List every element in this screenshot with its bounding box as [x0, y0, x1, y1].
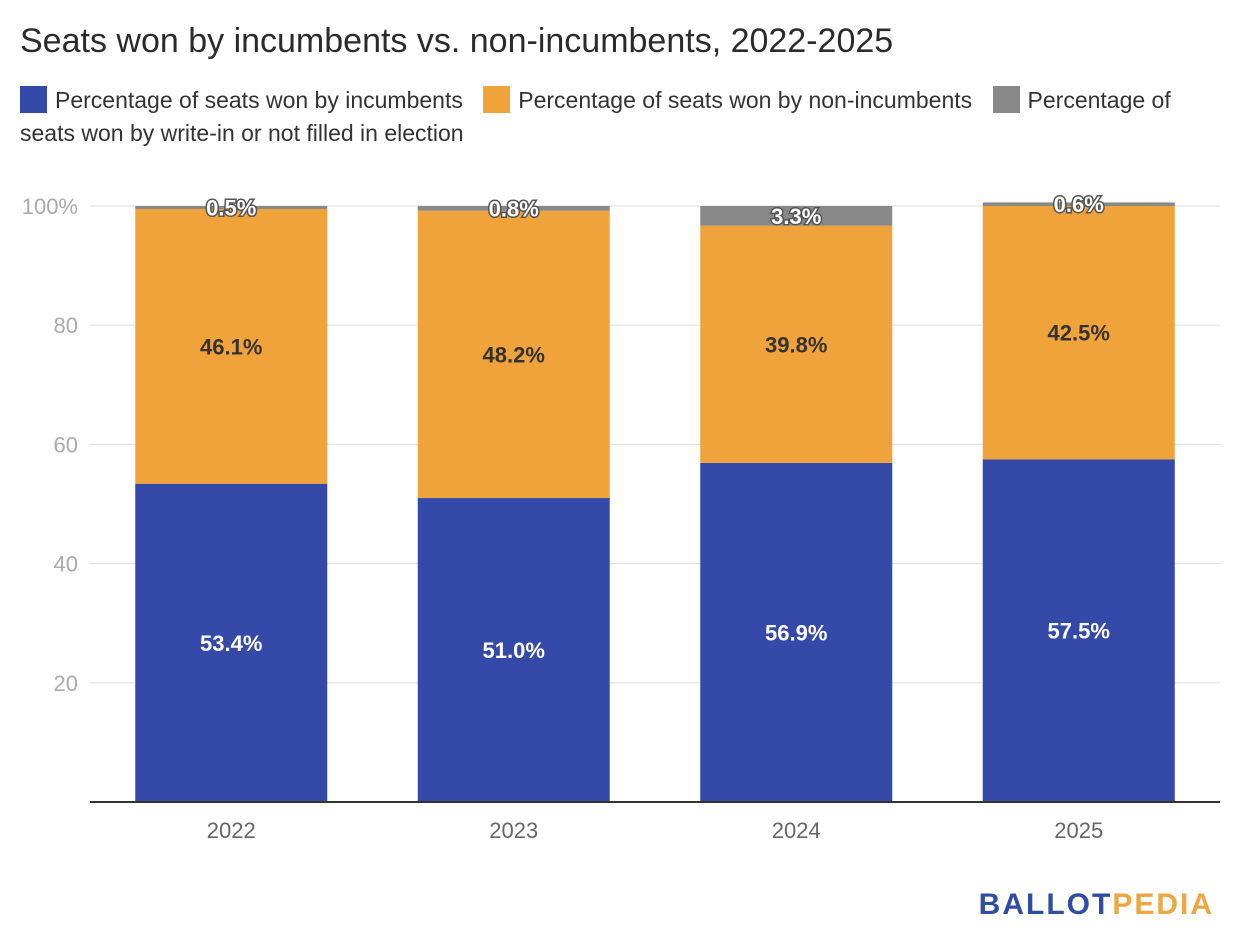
bar-segment-2022-s1	[135, 208, 328, 484]
bar-label-2022-s0: 53.4%	[200, 631, 262, 656]
chart-legend: Percentage of seats won by incumbents Pe…	[20, 84, 1220, 150]
bars	[135, 202, 1175, 802]
bar-segment-2023-s1	[417, 210, 610, 499]
bar-segment-2023-s2	[417, 206, 610, 211]
chart-title: Seats won by incumbents vs. non-incumben…	[20, 22, 894, 60]
legend-swatch-write-in	[992, 86, 1020, 113]
bar-label-2025-s2: 0.6%	[1054, 192, 1104, 217]
axes: 20 40 60 80 100% 2022 2023 2024 2025	[22, 194, 1220, 843]
legend-label-non-incumbents: Percentage of seats won by non-incumbent…	[518, 87, 973, 113]
bar-label-2022-s1: 46.1%	[200, 334, 262, 359]
legend-item-non-incumbents: Percentage of seats won by non-incumbent…	[483, 86, 973, 113]
bar-label-2023-s0: 51.0%	[483, 638, 545, 663]
bar-segment-2022-s0	[135, 483, 328, 802]
y-tick-label: 60	[54, 432, 78, 457]
y-tick-label: 100%	[22, 194, 78, 219]
legend-label-incumbents: Percentage of seats won by incumbents	[55, 87, 463, 113]
y-tick-label: 40	[54, 552, 78, 577]
bar-segment-2023-s0	[417, 498, 610, 802]
bar-label-2025-s1: 42.5%	[1048, 321, 1110, 346]
bar-label-2022-s2: 0.5%	[206, 195, 256, 220]
x-category-label-2025: 2025	[1054, 818, 1103, 843]
bar-segment-2024-s0	[700, 462, 893, 802]
bar-label-2025-s0: 57.5%	[1048, 619, 1110, 644]
bar-labels: 53.4% 46.1% 0.5% 51.0% 48.2% 0.8% 56.9% 39.8% 3.…	[200, 191, 1110, 663]
bar-segment-2025-s2	[982, 202, 1175, 206]
bar-label-2023-s1: 48.2%	[483, 342, 545, 367]
logo-part-ballot: BALLOT	[978, 888, 1113, 921]
legend-item-incumbents: Percentage of seats won by incumbents	[20, 86, 463, 113]
bar-segment-2022-s2	[135, 206, 328, 209]
x-category-label-2023: 2023	[489, 818, 538, 843]
bar-label-2024-s0: 56.9%	[765, 620, 827, 645]
bar-label-2024-s1: 39.8%	[765, 332, 827, 357]
legend-swatch-non-incumbents	[483, 86, 511, 113]
y-tick-label: 80	[54, 313, 78, 338]
legend-label-write-in: Percentage of seats won by write-in or n…	[20, 87, 1171, 146]
y-tick-label: 20	[54, 671, 78, 696]
bar-segment-2025-s1	[982, 206, 1175, 460]
bar-segment-2024-s2	[700, 206, 893, 226]
legend-swatch-incumbents	[20, 86, 47, 113]
bar-label-2023-s2: 0.8%	[489, 196, 539, 221]
x-category-label-2024: 2024	[772, 818, 821, 843]
x-category-label-2022: 2022	[207, 818, 256, 843]
bar-label-2024-s2: 3.3%	[771, 204, 821, 229]
logo-part-pedia: PEDIA	[1112, 888, 1214, 921]
legend-item-write-in: Percentage of seats won by write-in or n…	[20, 86, 1171, 146]
ballotpedia-logo: BALLOTPEDIA	[979, 888, 1214, 922]
bar-segment-2025-s0	[982, 459, 1175, 802]
bar-segment-2024-s1	[700, 225, 893, 463]
